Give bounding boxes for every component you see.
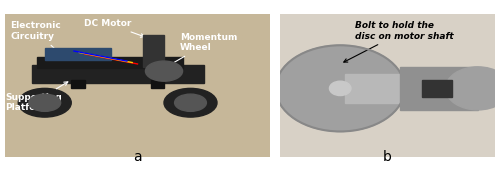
Circle shape	[18, 88, 72, 117]
FancyBboxPatch shape	[400, 67, 478, 110]
Circle shape	[29, 94, 60, 111]
Circle shape	[330, 81, 351, 96]
FancyBboxPatch shape	[344, 74, 435, 103]
Text: DC Motor: DC Motor	[84, 19, 144, 37]
FancyBboxPatch shape	[72, 80, 85, 88]
FancyBboxPatch shape	[151, 80, 164, 88]
Circle shape	[446, 67, 500, 110]
Text: a: a	[133, 150, 142, 164]
FancyBboxPatch shape	[143, 35, 164, 67]
Text: Bolt to hold the
disc on motor shaft: Bolt to hold the disc on motor shaft	[344, 21, 454, 62]
Text: Electronic
Circuitry: Electronic Circuitry	[10, 21, 61, 54]
Text: Momentum
Wheel: Momentum Wheel	[168, 33, 238, 66]
FancyBboxPatch shape	[45, 48, 111, 60]
FancyBboxPatch shape	[37, 57, 182, 68]
Circle shape	[276, 45, 404, 131]
Circle shape	[174, 94, 206, 111]
Circle shape	[146, 61, 182, 81]
Text: b: b	[383, 150, 392, 164]
Text: Supporting
Platform: Supporting Platform	[5, 82, 68, 113]
FancyBboxPatch shape	[32, 65, 204, 83]
FancyBboxPatch shape	[422, 80, 452, 97]
Circle shape	[164, 88, 217, 117]
